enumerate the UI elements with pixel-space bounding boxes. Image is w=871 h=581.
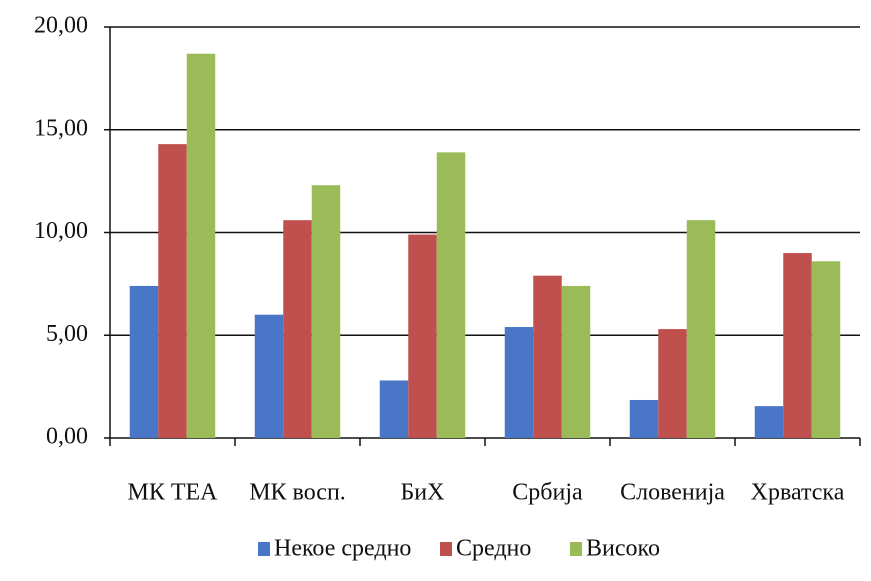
- bar: [811, 261, 841, 438]
- legend-swatch: [258, 542, 270, 556]
- bar: [783, 253, 812, 438]
- bar: [283, 220, 312, 438]
- legend-label: Средно: [456, 536, 531, 562]
- bar: [254, 314, 284, 438]
- x-tick-label: МК восп.: [249, 480, 346, 506]
- y-tick-label: 0,00: [46, 424, 88, 450]
- x-tick-label: Словенија: [620, 480, 725, 506]
- x-tick-label: Србија: [512, 480, 583, 506]
- bar: [311, 185, 341, 438]
- legend-swatch: [440, 542, 452, 556]
- y-tick-label: 20,00: [34, 13, 88, 39]
- bar: [408, 234, 437, 438]
- bar: [629, 399, 659, 438]
- legend-label: Некое средно: [274, 536, 411, 562]
- bar: [658, 329, 687, 438]
- bar: [436, 152, 466, 439]
- bar: [129, 285, 159, 438]
- x-tick-label: МК ТЕА: [128, 480, 219, 506]
- bar: [533, 275, 562, 438]
- legend-label: Високо: [586, 536, 660, 562]
- bar: [186, 53, 216, 439]
- bar: [504, 327, 534, 438]
- x-tick-label: БиХ: [401, 480, 445, 506]
- y-tick-label: 10,00: [34, 218, 88, 244]
- y-tick-label: 15,00: [34, 115, 88, 141]
- bar: [686, 220, 716, 438]
- y-tick-label: 5,00: [46, 321, 88, 347]
- legend-swatch: [570, 542, 582, 556]
- bar: [158, 144, 187, 438]
- bar: [379, 380, 409, 438]
- bar: [754, 406, 784, 438]
- bar: [561, 285, 591, 438]
- x-tick-label: Хрватска: [751, 480, 845, 506]
